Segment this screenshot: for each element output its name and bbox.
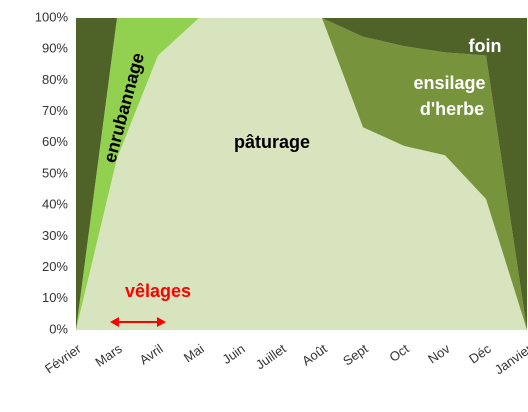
area	[76, 18, 527, 330]
x-tick-label: Avril	[137, 341, 166, 368]
y-tick-label: 40%	[42, 197, 68, 212]
series-label: foin	[469, 36, 502, 56]
x-tick-label: Janvier	[492, 341, 528, 378]
y-tick-label: 0%	[49, 321, 68, 336]
area	[76, 18, 527, 330]
x-tick-label: Mars	[92, 341, 125, 370]
x-tick-label: Juin	[220, 341, 248, 367]
y-tick-label: 50%	[42, 165, 68, 180]
annotation: vêlages	[125, 281, 191, 301]
x-tick-label: Déc	[466, 341, 494, 367]
x-tick-label: Juillet	[253, 341, 289, 373]
y-tick-label: 90%	[42, 41, 68, 56]
y-tick-label: 10%	[42, 290, 68, 305]
arrow-head	[157, 317, 166, 327]
y-tick-label: 100%	[35, 9, 69, 24]
area	[76, 18, 527, 330]
arrow-head	[110, 317, 119, 327]
y-tick-label: 70%	[42, 103, 68, 118]
x-tick-label: Mai	[181, 341, 207, 365]
x-tick-label: Août	[299, 341, 330, 369]
x-tick-label: Nov	[425, 341, 453, 367]
y-tick-label: 30%	[42, 228, 68, 243]
y-tick-label: 20%	[42, 259, 68, 274]
series-label: pâturage	[234, 132, 310, 152]
x-tick-label: Sept	[340, 341, 371, 369]
y-tick-label: 60%	[42, 134, 68, 149]
series-label: ensilage d'herbe	[413, 73, 490, 119]
x-tick-label: Oct	[387, 341, 412, 365]
area	[76, 18, 527, 330]
x-tick-label: Février	[42, 341, 84, 377]
y-tick-label: 80%	[42, 72, 68, 87]
